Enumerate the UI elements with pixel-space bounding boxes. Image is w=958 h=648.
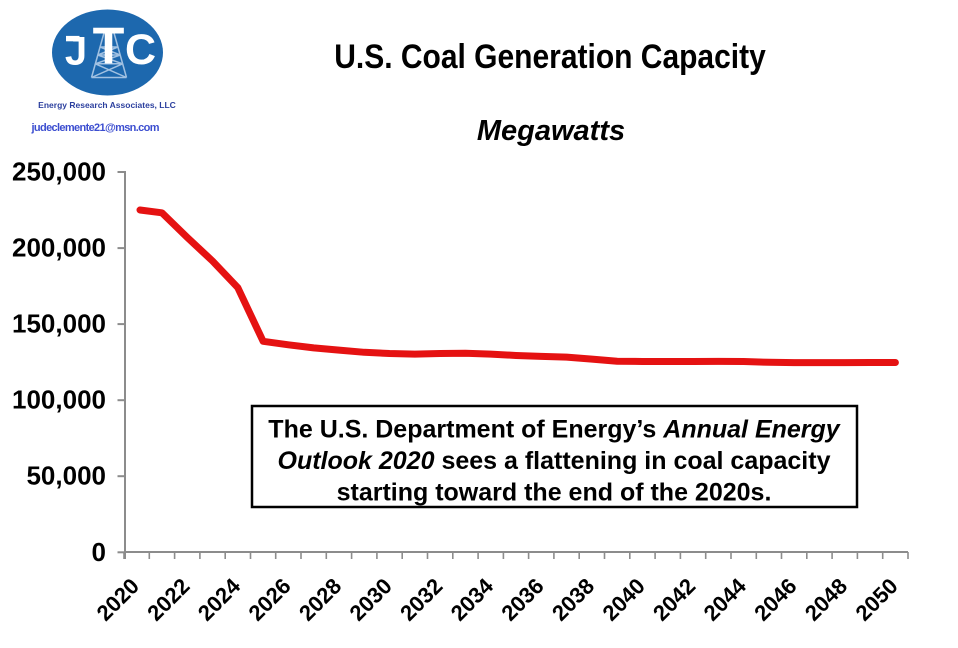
- svg-text:Megawatts: Megawatts: [477, 115, 625, 147]
- svg-text:T: T: [93, 18, 125, 76]
- svg-text:The U.S. Department of Energy’: The U.S. Department of Energy’s Annual E…: [268, 416, 840, 444]
- svg-text:150,000: 150,000: [12, 309, 106, 339]
- svg-text:50,000: 50,000: [26, 461, 106, 491]
- svg-text:0: 0: [92, 537, 106, 567]
- svg-text:100,000: 100,000: [12, 385, 106, 415]
- svg-text:Outlook 2020 sees a flattening: Outlook 2020 sees a flattening in coal c…: [278, 447, 831, 475]
- svg-text:U.S. Coal Generation Capacity: U.S. Coal Generation Capacity: [334, 37, 766, 75]
- svg-text:C: C: [125, 26, 156, 74]
- svg-text:Energy Research Associates, LL: Energy Research Associates, LLC: [38, 100, 176, 110]
- svg-text:200,000: 200,000: [12, 233, 106, 263]
- svg-text:starting toward the end of the: starting toward the end of the 2020s.: [337, 479, 772, 507]
- svg-text:250,000: 250,000: [12, 157, 106, 187]
- svg-text:judeclemente21@msn.com: judeclemente21@msn.com: [31, 122, 160, 134]
